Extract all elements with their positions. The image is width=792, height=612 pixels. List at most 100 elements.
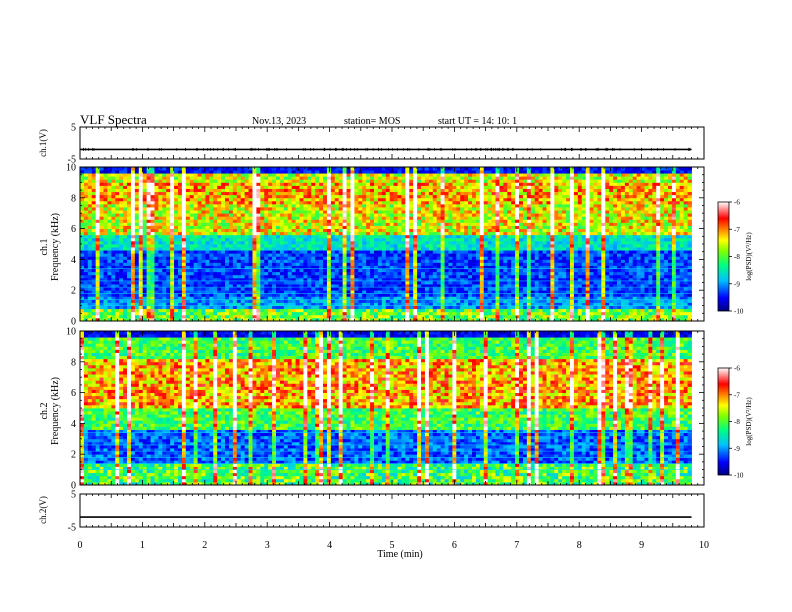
spectrogram-cell (166, 173, 171, 177)
spectrogram-cell (381, 290, 387, 294)
spectrogram-cell (413, 311, 418, 316)
spectrogram-cell (346, 228, 351, 233)
spectrogram-cell (366, 234, 371, 239)
spectrogram-cell (225, 207, 230, 211)
spectrogram-cell (323, 296, 328, 300)
spectrogram-cell (228, 237, 234, 242)
spectrogram-cell (115, 237, 120, 242)
spectrogram-cell (138, 200, 144, 205)
spectrogram-cell (307, 191, 312, 196)
spectrogram-cell (303, 170, 308, 174)
spectrogram-cell (146, 296, 151, 300)
spectrogram-cell (115, 305, 120, 310)
spectrogram-cell (221, 311, 226, 316)
spectrogram-cell (440, 271, 445, 276)
spectrogram-cell (354, 274, 359, 279)
spectrogram-cell (225, 302, 230, 306)
spectrogram-cell (283, 247, 289, 251)
spectrogram-cell (205, 197, 210, 202)
spectrogram-cell (154, 296, 159, 300)
spectrogram-cell (303, 231, 308, 236)
spectrogram-cell (209, 317, 214, 322)
spectrogram-cell (303, 305, 308, 310)
spectrogram-cell (276, 197, 281, 202)
spectrogram-cell (311, 253, 316, 257)
spectrogram-cell (150, 231, 155, 236)
spectrogram-cell (421, 170, 426, 174)
spectrogram-cell (264, 271, 269, 276)
spectrogram-cell (299, 268, 304, 273)
spectrogram-cell (393, 284, 398, 288)
spectrogram-cell (287, 197, 293, 202)
spectrogram-cell (432, 179, 438, 183)
spectrogram-cell (264, 311, 269, 316)
spectrogram-cell (221, 182, 226, 186)
spectrogram-cell (221, 170, 226, 174)
spectrogram-cell (319, 234, 324, 239)
spectrogram-cell (80, 228, 85, 233)
spectrogram-cell (80, 167, 85, 171)
spectrogram-cell (221, 237, 226, 242)
spectrogram-cell (178, 203, 183, 208)
spectrogram-cell (201, 222, 206, 226)
spectrogram-cell (201, 308, 206, 313)
spectrogram-cell (217, 284, 222, 288)
spectrogram-cell (421, 182, 426, 186)
spectrogram-cell (436, 296, 442, 300)
spectrogram-cell (272, 219, 277, 223)
spectrogram-cell (432, 296, 438, 300)
spectrogram-cell (87, 244, 93, 248)
spectrogram-cell (291, 197, 296, 202)
spectrogram-cell (393, 240, 398, 245)
spectrogram-cell (370, 299, 375, 303)
spectrogram-cell (91, 225, 97, 229)
spectrogram-cell (283, 268, 289, 273)
spectrogram-cell (323, 299, 328, 303)
spectrogram-cell (276, 274, 281, 279)
spectrogram-cell (205, 207, 210, 211)
spectrogram-cell (417, 302, 422, 306)
spectrogram-cell (127, 234, 132, 239)
spectrogram-cell (80, 305, 85, 310)
spectrogram-cell (99, 317, 104, 322)
spectrogram-cell (225, 305, 230, 310)
spectrogram-cell (232, 197, 238, 202)
spectrogram-cell (307, 234, 312, 239)
spectrogram-cell (115, 262, 120, 266)
spectrogram-cell (181, 302, 187, 306)
spectrogram-cell (150, 191, 155, 196)
spectrogram-cell (264, 308, 269, 313)
spectrogram-cell (338, 210, 344, 214)
spectrogram-cell (436, 191, 442, 196)
spectrogram-cell (221, 265, 226, 270)
spectrogram-cell (330, 311, 336, 316)
spectrogram-cell (185, 213, 191, 217)
spectrogram-cell (91, 216, 97, 220)
spectrogram-cell (295, 274, 300, 279)
spectrogram-cell (428, 259, 434, 263)
spectrogram-cell (178, 170, 183, 174)
spectrogram-cell (397, 191, 402, 196)
spectrogram-cell (334, 274, 340, 279)
spectrogram-cell (362, 185, 367, 189)
spectrogram-cell (91, 274, 97, 279)
spectrogram-cell (256, 182, 261, 186)
spectrogram-cell (440, 197, 445, 202)
spectrogram-cell (225, 216, 230, 220)
spectrogram-cell (111, 225, 116, 229)
spectrogram-cell (134, 250, 140, 254)
spectrogram-cell (311, 237, 316, 242)
spectrogram-cell (87, 317, 93, 322)
spectrogram-cell (150, 182, 155, 186)
spectrogram-cell (150, 311, 155, 316)
spectrogram-cell (401, 250, 406, 254)
spectrogram-cell (287, 219, 293, 223)
spectrogram-cell (87, 176, 93, 180)
spectrogram-cell (389, 247, 394, 251)
spectrogram-cell (99, 290, 104, 294)
spectrogram-cell (213, 271, 218, 276)
spectrogram-cell (295, 293, 300, 297)
spectrogram-cell (181, 268, 187, 273)
spectrogram-cell (307, 305, 312, 310)
spectrogram-cell (240, 274, 246, 279)
